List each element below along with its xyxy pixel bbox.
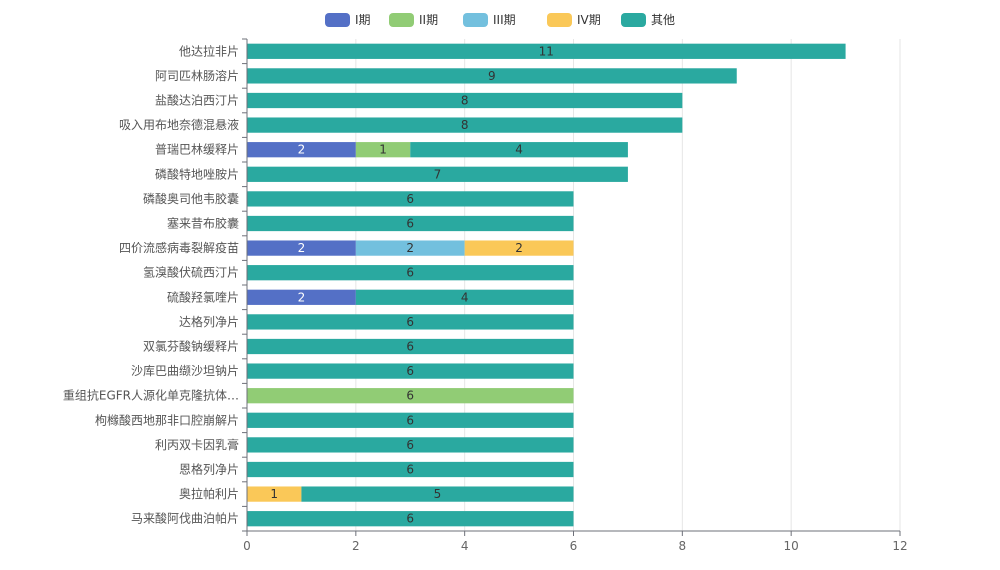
bar-segment[interactable] bbox=[247, 388, 574, 404]
y-category-label: 双氯芬酸钠缓释片 bbox=[143, 339, 239, 354]
legend-item[interactable]: IV期 bbox=[547, 13, 601, 27]
x-tick-label: 2 bbox=[352, 539, 360, 553]
y-category-label: 重组抗EGFR人源化单克隆抗体… bbox=[63, 388, 239, 403]
legend-swatch bbox=[463, 13, 488, 27]
bar-segment[interactable] bbox=[247, 289, 356, 305]
legend-label: II期 bbox=[419, 13, 438, 27]
legend-item[interactable]: II期 bbox=[389, 13, 438, 27]
bars: 11 9 8 8 2 1 4 7 6 6 2 2 2 6 2 4 6 6 6 6 6 6 6 1 5 6 bbox=[247, 43, 846, 527]
bar-segment[interactable] bbox=[355, 289, 574, 305]
bar-segment[interactable] bbox=[355, 142, 411, 158]
data-label: 6 bbox=[406, 364, 414, 378]
bar-segment[interactable] bbox=[301, 486, 574, 502]
data-label: 4 bbox=[515, 143, 523, 157]
data-label: 6 bbox=[406, 413, 414, 427]
y-category-label: 塞来昔布胶囊 bbox=[167, 216, 239, 231]
x-tick-label: 8 bbox=[679, 539, 687, 553]
bar-segment[interactable] bbox=[247, 486, 302, 502]
y-category-label: 普瑞巴林缓释片 bbox=[155, 143, 239, 157]
legend-item[interactable]: 其他 bbox=[621, 13, 675, 27]
x-tick-label: 4 bbox=[461, 539, 469, 553]
y-category-label: 恩格列净片 bbox=[179, 462, 239, 477]
y-category-label: 磷酸奥司他韦胶囊 bbox=[143, 191, 239, 206]
bar-segment[interactable] bbox=[247, 363, 574, 379]
data-label: 5 bbox=[434, 487, 442, 501]
data-label: 6 bbox=[406, 192, 414, 206]
bar-segment[interactable] bbox=[247, 511, 574, 527]
data-label: 1 bbox=[270, 487, 278, 501]
data-label: 6 bbox=[406, 217, 414, 231]
legend-item[interactable]: III期 bbox=[463, 13, 516, 27]
bar-segment[interactable] bbox=[247, 265, 574, 281]
x-tick-label: 0 bbox=[243, 539, 251, 553]
data-label: 2 bbox=[298, 143, 306, 157]
bar-segment[interactable] bbox=[247, 240, 356, 256]
bar-segment[interactable] bbox=[247, 461, 574, 478]
y-category-label: 枸橼酸西地那非口腔崩解片 bbox=[95, 412, 239, 427]
bar-segment[interactable] bbox=[247, 142, 356, 158]
x-tick-label: 10 bbox=[784, 539, 799, 553]
bar-segment[interactable] bbox=[247, 314, 574, 330]
data-label: 6 bbox=[406, 389, 414, 403]
bar-segment[interactable] bbox=[247, 92, 683, 109]
bar-segment[interactable] bbox=[247, 117, 683, 133]
bar-segment[interactable] bbox=[247, 43, 846, 59]
y-category-label: 沙库巴曲缬沙坦钠片 bbox=[131, 363, 239, 378]
legend-swatch bbox=[325, 13, 350, 27]
y-category-label: 奥拉帕利片 bbox=[179, 486, 239, 501]
bar-segment[interactable] bbox=[355, 240, 465, 256]
legend-label: 其他 bbox=[651, 13, 675, 27]
legend[interactable]: I期 II期 III期 IV期 其他 bbox=[325, 13, 675, 27]
data-label: 6 bbox=[406, 463, 414, 477]
legend-label: III期 bbox=[493, 13, 516, 27]
bar-segment[interactable] bbox=[247, 191, 574, 207]
data-label: 6 bbox=[406, 266, 414, 280]
x-tick-label: 6 bbox=[570, 539, 578, 553]
legend-label: I期 bbox=[355, 13, 371, 27]
data-label: 6 bbox=[406, 340, 414, 354]
bar-segment[interactable] bbox=[247, 166, 628, 182]
data-label: 2 bbox=[515, 241, 523, 255]
data-label: 1 bbox=[379, 143, 387, 157]
legend-swatch bbox=[389, 13, 414, 27]
bar-segment[interactable] bbox=[247, 412, 574, 428]
grid-lines bbox=[355, 39, 901, 531]
data-label: 6 bbox=[406, 438, 414, 452]
bar-segment[interactable] bbox=[464, 240, 574, 256]
bar-segment[interactable] bbox=[247, 437, 574, 453]
y-category-label: 达格列净片 bbox=[179, 314, 239, 329]
bar-segment[interactable] bbox=[247, 68, 737, 84]
data-label: 4 bbox=[461, 290, 469, 304]
data-label: 6 bbox=[406, 315, 414, 329]
y-category-label: 氢溴酸伏硫西汀片 bbox=[143, 265, 239, 280]
legend-swatch bbox=[621, 13, 646, 27]
bar-segment[interactable] bbox=[247, 338, 574, 355]
data-label: 2 bbox=[406, 241, 414, 255]
y-category-label: 盐酸达泊西汀片 bbox=[155, 93, 239, 108]
bar-segment[interactable] bbox=[410, 142, 628, 158]
data-label: 8 bbox=[461, 94, 469, 108]
legend-label: IV期 bbox=[577, 13, 601, 27]
data-label: 9 bbox=[488, 69, 496, 83]
legend-swatch bbox=[547, 13, 572, 27]
y-category-label: 阿司匹林肠溶片 bbox=[155, 68, 239, 83]
legend-item[interactable]: I期 bbox=[325, 13, 371, 27]
data-label: 2 bbox=[298, 241, 306, 255]
x-tick-label: 12 bbox=[892, 539, 907, 553]
y-category-label: 四价流感病毒裂解疫苗 bbox=[119, 240, 239, 255]
y-category-label: 他达拉非片 bbox=[179, 43, 239, 58]
y-category-label: 马来酸阿伐曲泊帕片 bbox=[131, 511, 239, 526]
data-label: 8 bbox=[461, 118, 469, 132]
y-category-label: 磷酸特地唑胺片 bbox=[155, 166, 239, 181]
data-label: 6 bbox=[406, 512, 414, 526]
data-label: 11 bbox=[539, 44, 554, 58]
data-label: 2 bbox=[298, 290, 306, 304]
data-label: 7 bbox=[434, 167, 442, 181]
bar-segment[interactable] bbox=[247, 215, 574, 232]
y-category-label: 硫酸羟氯喹片 bbox=[167, 289, 239, 304]
axes: 0 2 4 6 8 10 12他达拉非片阿司匹林肠溶片盐酸达泊西汀片吸入用布地奈德混悬液普瑞… bbox=[63, 38, 908, 553]
y-category-label: 利丙双卡因乳膏 bbox=[155, 437, 239, 452]
y-category-label: 吸入用布地奈德混悬液 bbox=[119, 117, 239, 132]
